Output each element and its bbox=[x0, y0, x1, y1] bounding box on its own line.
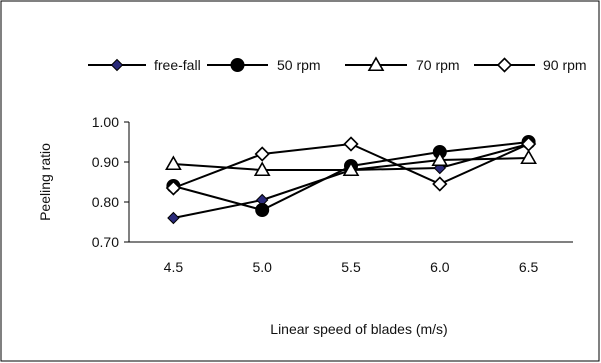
data-point-90-rpm bbox=[432, 176, 448, 192]
x-tick-label: 5.5 bbox=[341, 259, 361, 275]
legend-item-50-rpm: 50 rpm bbox=[207, 57, 321, 73]
data-point-70-rpm bbox=[520, 149, 537, 165]
y-tick-label: 0.70 bbox=[92, 234, 119, 250]
x-tick-label: 4.5 bbox=[164, 259, 184, 275]
legend-label-90-rpm: 90 rpm bbox=[543, 57, 587, 73]
x-tick-label: 5.0 bbox=[252, 259, 272, 275]
data-point-90-rpm bbox=[520, 136, 537, 152]
legend-item-70-rpm: 70 rpm bbox=[345, 56, 460, 73]
y-axis-title: Peeling ratio bbox=[37, 143, 53, 221]
legend-label-70-rpm: 70 rpm bbox=[416, 57, 460, 73]
legend-label-50-rpm: 50 rpm bbox=[277, 57, 321, 73]
plot-series bbox=[165, 135, 537, 225]
legend-marker-free-fall bbox=[110, 58, 124, 72]
data-point-50-rpm bbox=[255, 203, 270, 217]
legend-marker-shape-free-fall bbox=[110, 58, 124, 72]
data-point-70-rpm bbox=[165, 155, 182, 171]
data-point-70-rpm bbox=[253, 161, 271, 177]
legend: free-fall 50 rpm 70 rpm 90 rpm bbox=[88, 56, 587, 73]
legend-marker-90-rpm bbox=[496, 57, 513, 73]
x-axis-ticks: 4.5 5.0 5.5 6.0 6.5 bbox=[164, 259, 539, 275]
x-axis-title: Linear speed of blades (m/s) bbox=[270, 321, 447, 337]
y-axis-ticks: 0.70 0.80 0.90 1.00 bbox=[92, 114, 129, 250]
legend-item-90-rpm: 90 rpm bbox=[474, 57, 587, 73]
legend-marker-shape-90-rpm bbox=[496, 57, 513, 73]
legend-marker-shape-70-rpm bbox=[367, 56, 385, 72]
data-point-90-rpm bbox=[165, 180, 182, 196]
data-point-70-rpm bbox=[342, 161, 360, 177]
y-tick-label: 1.00 bbox=[92, 114, 119, 130]
legend-label-free-fall: free-fall bbox=[154, 57, 201, 73]
x-tick-label: 6.5 bbox=[519, 259, 539, 275]
y-tick-label: 0.90 bbox=[92, 154, 119, 170]
legend-marker-shape-50-rpm bbox=[230, 58, 245, 72]
data-point-90-rpm bbox=[343, 136, 359, 152]
legend-item-free-fall: free-fall bbox=[88, 57, 201, 73]
legend-marker-50-rpm bbox=[230, 58, 245, 72]
y-tick-label: 0.80 bbox=[92, 194, 119, 210]
data-point-90-rpm bbox=[254, 146, 270, 162]
data-point-free-fall bbox=[167, 211, 180, 225]
x-tick-label: 6.0 bbox=[430, 259, 450, 275]
data-point-70-rpm bbox=[431, 151, 449, 167]
legend-marker-70-rpm bbox=[367, 56, 385, 72]
